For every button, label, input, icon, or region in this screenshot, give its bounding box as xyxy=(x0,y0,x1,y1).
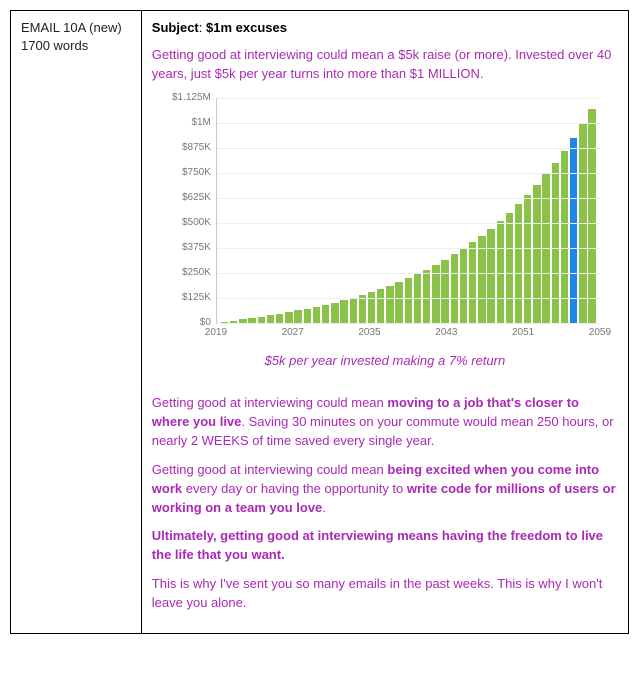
chart-bar xyxy=(395,282,402,323)
chart-bar xyxy=(533,185,540,323)
chart-y-label: $250K xyxy=(182,265,217,280)
chart-bar xyxy=(524,195,531,323)
subject-label: Subject xyxy=(152,20,199,35)
chart-bar xyxy=(331,303,338,323)
chart-y-label: $1M xyxy=(191,115,216,130)
chart-bar xyxy=(313,307,320,323)
bold-text: Ultimately, getting good at interviewing… xyxy=(152,528,603,562)
chart-bar xyxy=(350,298,357,323)
chart-y-label: $750K xyxy=(182,165,217,180)
chart-bar xyxy=(294,310,301,322)
chart-bar xyxy=(552,163,559,323)
paragraph-excited: Getting good at interviewing could mean … xyxy=(152,461,618,518)
investment-chart: $0$125K$250K$375K$500K$625K$750K$875K$1M… xyxy=(170,98,600,342)
chart-bar xyxy=(377,289,384,323)
text: Getting good at interviewing could mean xyxy=(152,395,388,410)
chart-bar xyxy=(386,286,393,323)
chart-gridline xyxy=(217,298,600,299)
chart-y-label: $500K xyxy=(182,215,217,230)
chart-bar xyxy=(478,236,485,323)
chart-gridline xyxy=(217,273,600,274)
subject-value: $1m excuses xyxy=(206,20,287,35)
chart-gridline xyxy=(217,123,600,124)
right-cell: Subject: $1m excuses Getting good at int… xyxy=(141,11,628,634)
chart-gridline xyxy=(217,173,600,174)
chart-bar xyxy=(506,213,513,323)
text: . xyxy=(322,500,326,515)
left-cell: EMAIL 10A (new) 1700 words xyxy=(11,11,142,634)
chart-caption: $5k per year invested making a 7% return xyxy=(152,352,618,371)
chart-bar xyxy=(441,260,448,323)
paragraph-closing: This is why I've sent you so many emails… xyxy=(152,575,618,613)
chart-x-label: 2051 xyxy=(512,326,534,341)
chart-gridline xyxy=(217,248,600,249)
chart-bar xyxy=(267,315,274,322)
chart-bar xyxy=(460,249,467,323)
chart-bar xyxy=(304,309,311,323)
text: every day or having the opportunity to xyxy=(182,481,407,496)
chart-x-label: 2019 xyxy=(205,326,227,341)
chart-y-label: $1.125M xyxy=(172,90,217,105)
subject-line: Subject: $1m excuses xyxy=(152,19,618,38)
chart-x-label: 2027 xyxy=(282,326,304,341)
table-row: EMAIL 10A (new) 1700 words Subject: $1m … xyxy=(11,11,629,634)
chart-y-label: $625K xyxy=(182,190,217,205)
chart-bar xyxy=(487,229,494,323)
chart-gridline xyxy=(217,198,600,199)
chart-bar xyxy=(359,295,366,323)
email-id: EMAIL 10A (new) xyxy=(21,19,131,37)
chart-bar xyxy=(340,300,347,322)
text: Getting good at interviewing could mean xyxy=(152,462,388,477)
chart-x-label: 2059 xyxy=(589,326,611,341)
chart-x-axis: 201920272035204320512059 xyxy=(216,324,600,342)
chart-y-label: $875K xyxy=(182,140,217,155)
intro-paragraph: Getting good at interviewing could mean … xyxy=(152,46,618,84)
chart-bar xyxy=(588,109,595,323)
chart-plot-area: $0$125K$250K$375K$500K$625K$750K$875K$1M… xyxy=(216,98,600,324)
chart-bar xyxy=(570,138,577,323)
chart-x-label: 2035 xyxy=(358,326,380,341)
chart-x-label: 2043 xyxy=(435,326,457,341)
chart-bar xyxy=(285,312,292,322)
word-count: 1700 words xyxy=(21,37,131,55)
chart-gridline xyxy=(217,148,600,149)
chart-bar xyxy=(405,278,412,322)
paragraph-ultimate: Ultimately, getting good at interviewing… xyxy=(152,527,618,565)
chart-bars xyxy=(221,98,596,323)
chart-y-label: $125K xyxy=(182,290,217,305)
chart-bar xyxy=(423,270,430,323)
chart-bar xyxy=(276,314,283,323)
paragraph-commute: Getting good at interviewing could mean … xyxy=(152,394,618,451)
chart-gridline xyxy=(217,223,600,224)
chart-bar xyxy=(451,254,458,322)
chart-bar xyxy=(469,242,476,322)
chart-bar xyxy=(432,265,439,323)
chart-y-label: $375K xyxy=(182,240,217,255)
chart-bar xyxy=(322,305,329,323)
chart-bar xyxy=(368,292,375,323)
document-table: EMAIL 10A (new) 1700 words Subject: $1m … xyxy=(10,10,629,634)
chart-gridline xyxy=(217,98,600,99)
